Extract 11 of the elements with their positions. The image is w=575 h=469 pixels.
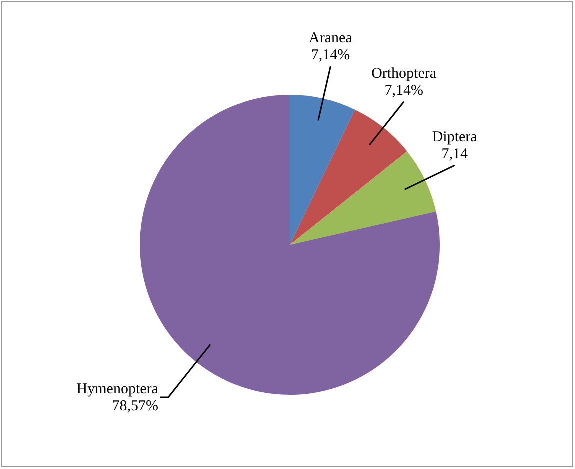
data-label: 78,57% — [112, 398, 158, 414]
pie-slice — [290, 110, 408, 245]
data-label: 7,14% — [384, 82, 424, 99]
pie-slice — [290, 151, 436, 245]
data-label: 7,14% — [311, 48, 350, 64]
pie-slice — [290, 95, 356, 245]
data-label: 7,14 — [442, 146, 468, 163]
slice-label: Orthoptera — [372, 66, 437, 82]
slice-label: Aranea — [309, 30, 353, 47]
slice-label: Diptera — [432, 130, 478, 146]
slice-label: Hymenoptera — [76, 381, 159, 398]
